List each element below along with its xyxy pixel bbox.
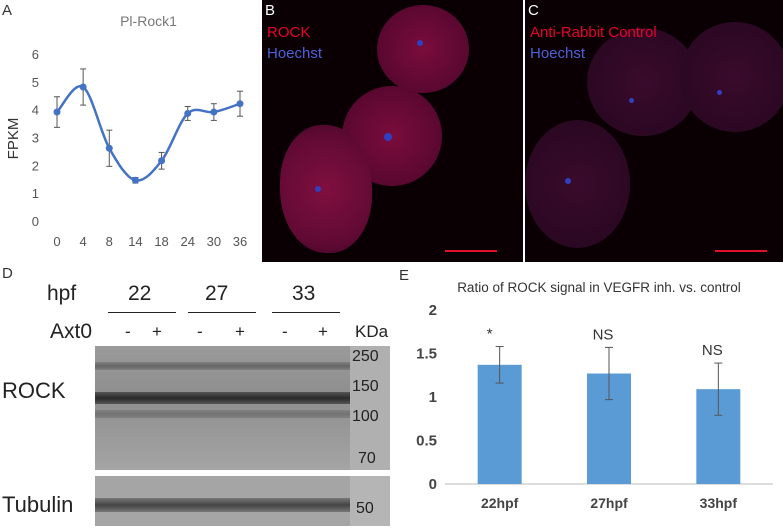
x-tick-label: 0 [53,234,60,249]
panel-d-western-blot: D hpf 22 27 33 Axt0 - + - + - + KDa 250 … [0,262,400,529]
timepoint-33: 33 [292,282,316,305]
data-point [184,109,192,117]
y-tick-label: 2 [32,158,39,173]
cell-3 [525,120,630,248]
nucleus-3 [315,186,321,192]
y-tick-label: 1.5 [416,346,437,363]
data-point [210,108,218,116]
band-250 [95,362,350,370]
data-point [79,83,87,91]
panel-e-label: E [399,267,410,284]
group-line-22 [108,312,176,313]
y-tick-label: 1 [429,389,437,406]
marker-250: 250 [352,348,379,365]
panel-e-bar-chart: Ratio of ROCK signal in VEGFR inh. vs. c… [416,280,773,511]
group-line-27 [188,312,256,313]
y-tick-label: 0 [32,214,39,229]
data-point [105,144,113,152]
panel-c-micrograph: C Anti-Rabbit Control Hoechst [525,0,783,262]
significance-label: NS [702,342,723,359]
y-axis-label: FPKM [5,118,22,160]
x-tick-label: 30 [207,234,221,249]
panel-a-label: A [2,2,13,19]
marker-70: 70 [358,450,376,467]
cell-3 [280,125,372,253]
panel-a-line-chart: Pl-Rock1 FPKM 0 1 2 3 4 5 6 0 4 8 14 18 24 30 36 [5,13,247,249]
hpf-label: hpf [47,282,77,305]
scale-bar [715,250,767,252]
band-tubulin [95,498,350,512]
sign-2: + [152,322,162,341]
panel-c-control-label: Anti-Rabbit Control [530,24,657,41]
data-point [53,108,61,116]
series-line [56,84,241,182]
chart-title: Pl-Rock1 [120,13,177,29]
sign-3: - [197,322,203,341]
y-tick-label: 3 [32,131,39,146]
marker-50: 50 [356,500,374,517]
sign-4: + [235,322,245,341]
nucleus-1 [417,40,423,46]
x-tick-label: 24 [180,234,194,249]
panel-b-label: B [265,2,276,19]
chart-title: Ratio of ROCK signal in VEGFR inh. vs. c… [457,280,741,295]
tubulin-blot [95,476,390,526]
nucleus-1 [629,98,634,103]
panel-d-label: D [2,265,13,282]
y-tick-label: 2 [429,302,437,319]
band-lower [95,410,350,418]
scale-bar [445,250,497,252]
data-point [236,100,244,108]
x-tick-label: 14 [128,234,142,249]
panel-b-hoechst-label: Hoechst [267,45,323,62]
data-point [131,176,139,184]
significance-label: NS [593,326,614,343]
timepoint-27: 27 [205,282,229,305]
sign-6: + [318,322,328,341]
tubulin-blot-label: Tubulin [2,492,74,517]
ladder-lane [350,476,390,526]
y-tick-label: 0.5 [416,433,437,450]
panel-e: E Ratio of ROCK signal in VEGFR inh. vs.… [390,262,783,529]
x-tick-label: 22hpf [481,495,519,511]
bar [477,364,522,484]
x-tick-label: 4 [80,234,87,249]
y-tick-label: 4 [32,103,39,118]
significance-label: * [487,326,493,343]
nucleus-2 [384,133,392,141]
timepoint-22: 22 [128,282,152,305]
x-tick-label: 33hpf [700,495,738,511]
y-tick-label: 6 [32,47,39,62]
x-tick-label: 36 [233,234,247,249]
x-tick-label: 18 [154,234,168,249]
panel-c-hoechst-label: Hoechst [530,45,586,62]
ladder-lane [350,346,390,470]
marker-100: 100 [352,408,379,425]
panel-b-rock-label: ROCK [267,24,311,41]
axt0-label: Axt0 [50,320,93,343]
y-tick-label: 0 [429,476,437,493]
nucleus-2 [717,90,722,95]
panel-a: A Pl-Rock1 FPKM 0 1 2 3 4 5 6 0 4 8 14 18 24 30 36 [0,0,262,262]
data-point [158,157,166,165]
group-line-33 [272,312,340,313]
rock-blot [95,346,390,470]
nucleus-3 [565,178,571,184]
x-tick-label: 27hpf [590,495,628,511]
rock-blot-label: ROCK [2,378,66,403]
sign-5: - [282,322,288,341]
kda-label: KDa [355,322,389,341]
x-tick-label: 8 [106,234,113,249]
marker-150: 150 [352,378,379,395]
panel-b-micrograph: B ROCK Hoechst [262,0,523,262]
y-tick-label: 5 [32,75,39,90]
cell-1 [377,5,469,93]
band-rock [95,392,350,404]
sign-1: - [125,322,131,341]
cell-2 [680,22,783,132]
y-tick-label: 1 [32,186,39,201]
panel-c-label: C [528,2,539,19]
